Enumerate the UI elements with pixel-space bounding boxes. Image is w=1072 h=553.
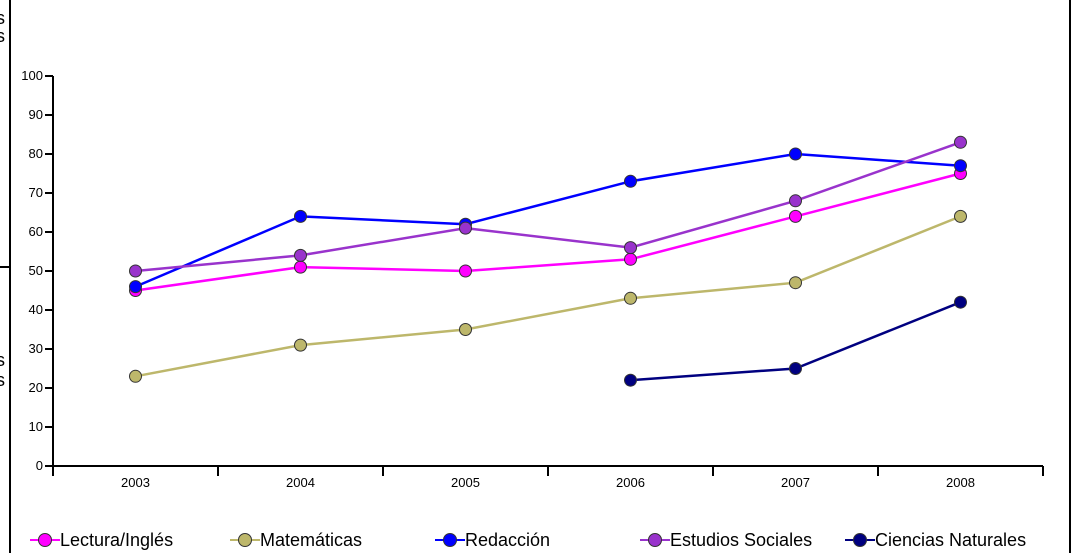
data-point bbox=[294, 248, 307, 262]
legend-label: Estudios Sociales bbox=[670, 530, 813, 550]
legend-label: Redacción bbox=[465, 530, 551, 550]
legend-item: Lectura/Inglés bbox=[30, 528, 173, 552]
data-point bbox=[129, 369, 142, 383]
legend-swatch bbox=[435, 531, 465, 549]
x-tick-label: 2006 bbox=[616, 475, 645, 490]
legend-swatch bbox=[230, 531, 260, 549]
data-point bbox=[789, 209, 802, 223]
series-points bbox=[129, 135, 967, 387]
legend-swatch bbox=[640, 531, 670, 549]
data-point bbox=[294, 209, 307, 223]
y-tick-label: 40 bbox=[29, 302, 43, 317]
legend-label: Ciencias Naturales bbox=[875, 530, 1027, 550]
series-line bbox=[135, 141, 961, 273]
data-point bbox=[954, 135, 967, 149]
x-ticks: 2003 2004 2005 2006 2007 2008 bbox=[52, 466, 1044, 490]
data-point bbox=[789, 362, 802, 375]
data-point bbox=[459, 323, 472, 336]
data-point bbox=[624, 174, 637, 188]
legend-label: Matemáticas bbox=[260, 530, 363, 550]
y-tick-label: 100 bbox=[21, 68, 43, 83]
data-point bbox=[954, 295, 967, 309]
y-tick-label: 50 bbox=[29, 263, 43, 278]
data-point bbox=[789, 276, 802, 290]
data-point bbox=[129, 280, 142, 294]
series-lines bbox=[135, 141, 961, 382]
data-point bbox=[294, 338, 307, 352]
y-tick-label: 70 bbox=[29, 185, 43, 200]
y-tick-label: 20 bbox=[29, 380, 43, 395]
legend-label: Lectura/Inglés bbox=[60, 530, 174, 550]
edge-fragment-4: s bbox=[0, 370, 5, 390]
legend-swatch bbox=[30, 531, 60, 549]
y-tick-label: 0 bbox=[36, 458, 43, 473]
series-line bbox=[135, 152, 961, 288]
data-point bbox=[624, 373, 637, 387]
data-point bbox=[954, 209, 967, 223]
data-point bbox=[294, 260, 307, 274]
legend-swatch bbox=[845, 531, 875, 549]
edge-fragment-2: s bbox=[0, 26, 5, 46]
x-tick-label: 2007 bbox=[781, 475, 810, 490]
data-point bbox=[624, 252, 637, 266]
y-tick-label: 60 bbox=[29, 224, 43, 239]
series-line bbox=[135, 215, 961, 378]
data-point bbox=[789, 147, 802, 161]
data-point bbox=[459, 221, 472, 235]
y-tick-label: 90 bbox=[29, 107, 43, 122]
y-tick-label: 10 bbox=[29, 419, 43, 434]
y-tick-label: 80 bbox=[29, 146, 43, 161]
x-tick-label: 2004 bbox=[286, 475, 315, 490]
data-point bbox=[789, 194, 802, 208]
data-point bbox=[624, 241, 637, 255]
legend-item: Redacción bbox=[435, 528, 550, 552]
edge-fragment-3: s bbox=[0, 350, 5, 370]
x-tick-label: 2008 bbox=[946, 475, 975, 490]
data-point bbox=[459, 264, 472, 278]
legend-item: Estudios Sociales bbox=[640, 528, 812, 552]
y-tick-label: 30 bbox=[29, 341, 43, 356]
x-tick-label: 2003 bbox=[121, 475, 150, 490]
series-line bbox=[135, 172, 961, 292]
y-ticks: 0 10 20 30 40 50 60 70 80 90 100 bbox=[21, 68, 53, 473]
x-tick-label: 2005 bbox=[451, 475, 480, 490]
data-point bbox=[129, 264, 142, 278]
data-point bbox=[954, 159, 967, 173]
edge-fragment-1: s bbox=[0, 8, 5, 28]
data-point bbox=[624, 291, 637, 305]
legend-item: Ciencias Naturales bbox=[845, 528, 1026, 552]
legend-item: Matemáticas bbox=[230, 528, 362, 552]
